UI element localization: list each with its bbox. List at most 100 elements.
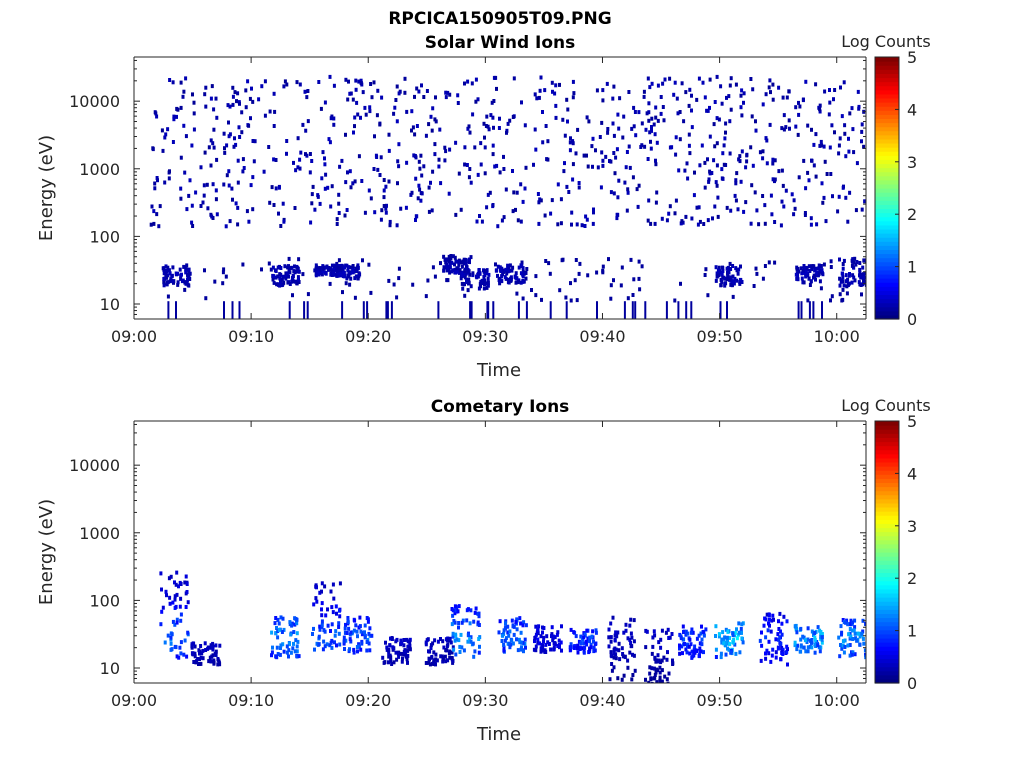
count-cell	[354, 266, 358, 271]
count-cell	[764, 651, 767, 656]
count-cell	[586, 273, 590, 278]
count-cell	[857, 631, 861, 636]
count-cell	[175, 114, 178, 119]
count-cell	[854, 636, 858, 641]
count-cell	[417, 183, 421, 188]
count-cell	[539, 75, 543, 80]
count-cell	[434, 652, 438, 657]
count-cell	[848, 643, 852, 647]
count-cell	[653, 132, 657, 137]
count-cell	[337, 621, 341, 626]
count-cell	[395, 119, 399, 124]
colorbar-segment	[875, 441, 899, 447]
count-cell	[790, 192, 794, 197]
count-cell	[829, 259, 833, 264]
count-cell	[240, 110, 244, 115]
count-cell	[391, 645, 395, 650]
count-cell	[810, 127, 813, 132]
count-cell	[482, 121, 486, 126]
count-cell	[317, 642, 321, 647]
count-cell	[726, 271, 729, 275]
count-cell	[698, 163, 702, 168]
count-cell	[332, 596, 336, 601]
count-cell	[626, 636, 630, 641]
count-cell	[592, 207, 595, 212]
count-cell	[520, 264, 524, 269]
colorbar-label: Log Counts	[841, 32, 931, 51]
count-cell	[779, 657, 783, 662]
colorbar-segment	[875, 519, 899, 524]
count-cell	[586, 636, 590, 641]
count-cell	[665, 301, 668, 319]
count-cell	[386, 301, 389, 319]
count-cell	[182, 123, 186, 128]
count-cell	[453, 262, 456, 267]
count-cell	[428, 662, 432, 667]
count-cell	[821, 272, 825, 277]
count-cell	[754, 119, 757, 124]
count-cell	[491, 152, 495, 157]
count-cell	[629, 617, 633, 622]
count-cell	[367, 262, 371, 267]
count-cell	[249, 183, 253, 188]
count-cell	[838, 654, 842, 659]
count-cell	[840, 114, 844, 119]
count-cell	[512, 632, 516, 637]
count-cell	[848, 622, 852, 627]
count-cell	[278, 276, 282, 281]
count-cell	[779, 641, 783, 646]
count-cell	[274, 269, 278, 273]
colorbar-segment	[875, 130, 899, 136]
count-cell	[184, 267, 188, 272]
count-cell	[837, 151, 841, 156]
count-cell	[801, 270, 805, 275]
colorbar-tick-label: 1	[907, 258, 917, 277]
count-cell	[278, 652, 282, 657]
colorbar-segment	[875, 102, 899, 107]
count-cell	[175, 620, 179, 625]
count-cell	[170, 647, 174, 652]
count-cell	[283, 79, 287, 84]
count-cell	[724, 640, 728, 645]
count-cell	[436, 639, 440, 644]
count-cell	[759, 658, 763, 663]
count-cell	[650, 125, 653, 129]
count-cell	[854, 208, 858, 213]
count-cell	[742, 100, 745, 105]
count-cell	[386, 648, 390, 653]
count-cell	[294, 638, 298, 643]
count-cell	[662, 655, 666, 660]
count-cell	[680, 81, 684, 86]
count-cell	[504, 636, 508, 641]
colorbar-segment	[875, 523, 899, 529]
count-cell	[411, 282, 415, 287]
count-cell	[842, 80, 846, 85]
count-cell	[458, 644, 462, 649]
count-cell	[773, 260, 777, 265]
count-cell	[226, 103, 230, 108]
count-cell	[569, 645, 573, 650]
count-cell	[812, 163, 816, 168]
count-cell	[369, 196, 373, 201]
count-cell	[381, 655, 385, 660]
count-cell	[534, 632, 538, 637]
count-cell	[683, 168, 687, 173]
count-cell	[617, 178, 621, 183]
count-cell	[755, 208, 759, 213]
count-cell	[474, 99, 478, 104]
count-cell	[186, 282, 190, 287]
count-cell	[517, 301, 520, 319]
count-cell	[734, 178, 738, 183]
count-cell	[284, 276, 288, 281]
colorbar-segment	[875, 527, 899, 533]
count-cell	[450, 622, 454, 627]
count-cell	[223, 301, 225, 319]
count-cell	[179, 640, 183, 645]
count-cell	[468, 257, 471, 262]
count-cell	[491, 115, 495, 120]
colorbar-segment	[875, 511, 899, 516]
count-cell	[638, 287, 642, 292]
count-cell	[680, 644, 684, 649]
count-cell	[179, 105, 183, 110]
count-cell	[490, 100, 494, 105]
